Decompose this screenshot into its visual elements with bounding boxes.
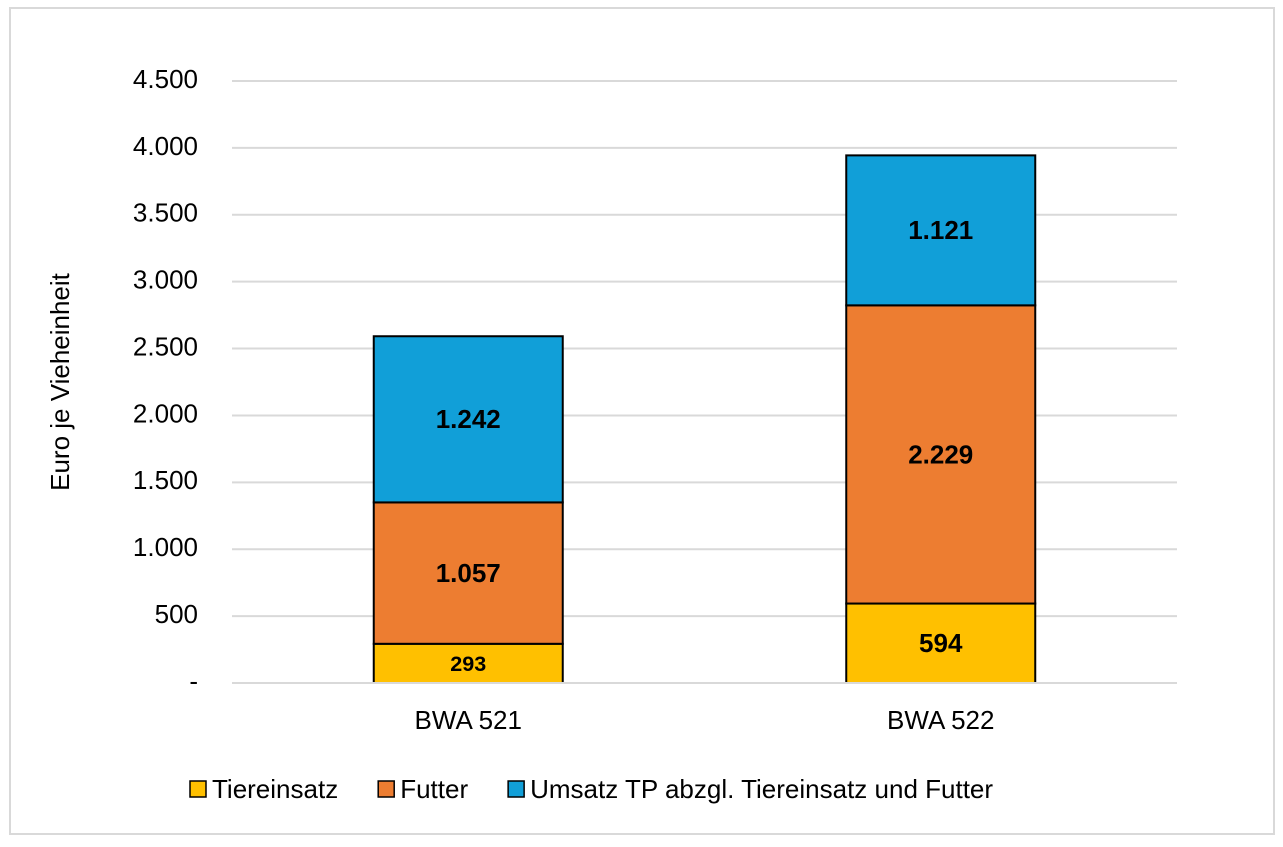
bar-segment xyxy=(845,602,1037,685)
legend-label: Umsatz TP abzgl. Tiereinsatz und Futter xyxy=(530,774,993,804)
y-tick-label: 2.500 xyxy=(133,331,198,361)
data-label: 1.057 xyxy=(436,558,501,588)
bar-segment xyxy=(845,154,1037,307)
x-tick-label: BWA 522 xyxy=(887,705,994,735)
bar-segment xyxy=(372,335,564,504)
y-tick-label: 1.500 xyxy=(133,465,198,495)
y-tick-label: - xyxy=(189,666,198,696)
y-tick-label: 1.000 xyxy=(133,532,198,562)
y-tick-label: 500 xyxy=(155,599,198,629)
legend-swatch xyxy=(189,780,207,798)
bar-segment xyxy=(372,501,564,645)
legend-swatch xyxy=(377,780,395,798)
x-tick-label: BWA 521 xyxy=(415,705,522,735)
data-label: 2.229 xyxy=(908,439,973,469)
y-tick-label: 3.000 xyxy=(133,265,198,295)
data-label: 1.121 xyxy=(908,215,973,245)
legend-label: Tiereinsatz xyxy=(212,774,338,804)
y-tick-label: 4.000 xyxy=(133,131,198,161)
legend-swatch xyxy=(507,780,525,798)
legend-label: Futter xyxy=(400,774,468,804)
data-label: 293 xyxy=(450,651,486,676)
data-label: 1.242 xyxy=(436,404,501,434)
y-axis-title: Euro je Vieheinheit xyxy=(45,272,75,491)
y-tick-label: 2.000 xyxy=(133,398,198,428)
chart-border xyxy=(9,7,1275,835)
y-tick-label: 3.500 xyxy=(133,198,198,228)
data-label: 594 xyxy=(919,628,963,658)
bar-segment xyxy=(845,304,1037,605)
y-tick-label: 4.500 xyxy=(133,64,198,94)
